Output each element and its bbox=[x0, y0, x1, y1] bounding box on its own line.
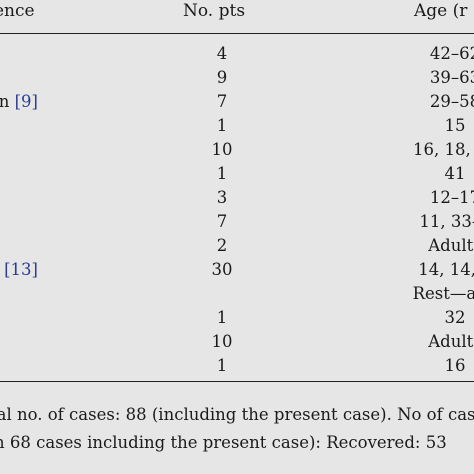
age-cell: Rest—adu bbox=[412, 284, 474, 303]
reference-cell: n [9] bbox=[0, 90, 38, 114]
table-row: 9 39–63 bbox=[0, 66, 474, 90]
age-cell: 29–58 bbox=[429, 92, 474, 111]
patients-cell: 1 bbox=[216, 164, 228, 183]
age-cell: 15 bbox=[444, 116, 466, 135]
header-reference: ence bbox=[0, 1, 35, 21]
table-row: 7 11, 33–8 bbox=[0, 210, 474, 234]
reference-citation-link[interactable]: [9] bbox=[14, 92, 38, 111]
age-cell: Adults bbox=[428, 236, 474, 255]
table-row: 3 12–17 bbox=[0, 186, 474, 210]
table-bottom-rule bbox=[0, 381, 474, 382]
age-cell: 42–62 bbox=[429, 44, 474, 63]
age-cell: 12–17 bbox=[429, 188, 474, 207]
patients-cell: 30 bbox=[211, 260, 233, 279]
patients-cell: 7 bbox=[216, 212, 228, 231]
patients-cell: 10 bbox=[211, 140, 233, 159]
footnote-line-1: tal no. of cases: 88 (including the pres… bbox=[0, 405, 474, 424]
age-cell: 32 bbox=[444, 308, 466, 327]
patients-cell: 7 bbox=[216, 92, 228, 111]
table-row: n [9] 7 29–58 bbox=[0, 90, 474, 114]
header-number-of-patients: No. pts bbox=[183, 1, 246, 21]
age-cell: 41 bbox=[444, 164, 466, 183]
patients-cell: 1 bbox=[216, 356, 228, 375]
header-age: Age (r bbox=[414, 1, 468, 21]
table-row: 4 42–62 bbox=[0, 42, 474, 66]
patients-cell: 4 bbox=[216, 44, 228, 63]
table-row: [13] 30 14, 14, 1 bbox=[0, 258, 474, 282]
patients-cell: 1 bbox=[216, 116, 228, 135]
age-cell: 14, 14, 1 bbox=[418, 260, 474, 279]
age-cell: 39–63 bbox=[429, 68, 474, 87]
table-row: 1 41 bbox=[0, 162, 474, 186]
table-row: 10 Adults bbox=[0, 330, 474, 354]
reference-cell: [13] bbox=[4, 258, 38, 282]
table-row: 1 15 bbox=[0, 114, 474, 138]
age-cell: Adults bbox=[428, 332, 474, 351]
age-cell: 11, 33–8 bbox=[419, 212, 474, 231]
patients-cell: 10 bbox=[211, 332, 233, 351]
footnote-line-2: n 68 cases including the present case): … bbox=[0, 433, 447, 452]
table-row: Rest—adu bbox=[0, 282, 474, 306]
patients-cell: 9 bbox=[216, 68, 228, 87]
age-cell: 16 bbox=[444, 356, 466, 375]
patients-cell: 2 bbox=[216, 236, 228, 255]
age-cell: 16, 18, 28 bbox=[413, 140, 474, 159]
reference-citation-link[interactable]: [13] bbox=[4, 260, 38, 279]
table-row: 2 Adults bbox=[0, 234, 474, 258]
patients-cell: 3 bbox=[216, 188, 228, 207]
table-row: 1 16 bbox=[0, 354, 474, 378]
table-row: 10 16, 18, 28 bbox=[0, 138, 474, 162]
table-top-rule bbox=[0, 33, 474, 34]
patients-cell: 1 bbox=[216, 308, 228, 327]
table-row: 1 32 bbox=[0, 306, 474, 330]
reference-text: n bbox=[0, 92, 15, 111]
